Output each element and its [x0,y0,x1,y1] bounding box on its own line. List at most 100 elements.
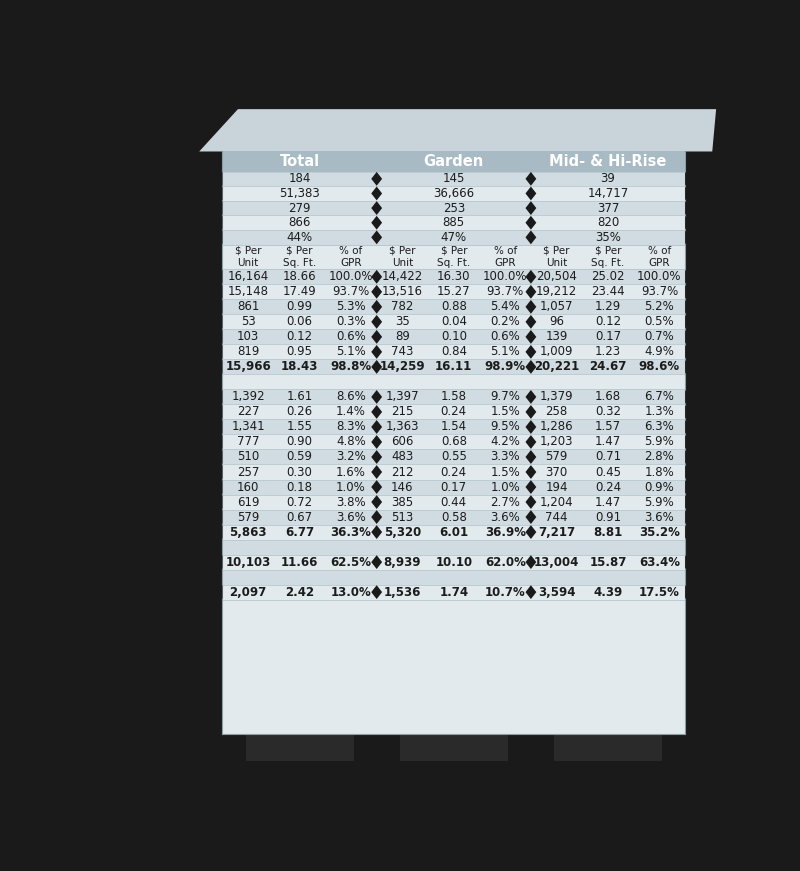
Text: 0.59: 0.59 [286,450,313,463]
Polygon shape [218,345,222,359]
Bar [222,201,685,215]
Polygon shape [371,300,382,314]
Text: 96: 96 [549,315,564,328]
Polygon shape [371,585,382,599]
Text: 93.7%: 93.7% [641,286,678,299]
Text: 782: 782 [391,300,414,314]
Text: 3,594: 3,594 [538,585,575,598]
Polygon shape [526,585,536,599]
Text: 13,004: 13,004 [534,556,579,569]
Text: 0.12: 0.12 [286,330,313,343]
Bar [554,734,662,761]
Text: 0.7%: 0.7% [645,330,674,343]
Text: 1,379: 1,379 [540,390,574,403]
Text: 15,148: 15,148 [228,286,269,299]
Text: 3.6%: 3.6% [336,510,366,523]
Text: 145: 145 [442,172,465,186]
Bar [222,344,685,360]
Polygon shape [218,525,222,539]
Text: % of
GPR: % of GPR [494,246,517,268]
Bar [222,269,685,284]
Text: 4.8%: 4.8% [336,436,366,449]
Text: 0.06: 0.06 [286,315,313,328]
Text: 7,217: 7,217 [538,525,575,538]
Text: $ Per
Unit: $ Per Unit [235,246,262,268]
Bar [222,570,685,584]
Text: 820: 820 [597,216,619,229]
Polygon shape [685,315,690,328]
Text: 0.17: 0.17 [441,481,467,494]
Text: 777: 777 [237,436,259,449]
Bar [222,420,685,435]
Bar [222,389,685,404]
Polygon shape [371,231,382,244]
Polygon shape [371,495,382,509]
Text: 510: 510 [237,450,259,463]
Polygon shape [685,585,690,599]
Polygon shape [371,270,382,284]
Text: 0.71: 0.71 [595,450,621,463]
Text: 3.2%: 3.2% [336,450,366,463]
Text: 0.44: 0.44 [441,496,467,509]
Text: 9.5%: 9.5% [490,421,520,434]
Polygon shape [218,172,222,186]
Text: 6.01: 6.01 [439,525,468,538]
Text: 0.95: 0.95 [286,346,313,358]
Text: 44%: 44% [286,231,313,244]
Text: 2.8%: 2.8% [645,450,674,463]
Text: 3.3%: 3.3% [490,450,520,463]
Polygon shape [371,201,382,215]
Polygon shape [685,186,690,200]
Text: 15,966: 15,966 [226,361,271,374]
Polygon shape [685,435,690,449]
Text: % of
GPR: % of GPR [648,246,671,268]
Text: $ Per
Sq. Ft.: $ Per Sq. Ft. [591,246,625,268]
Text: 0.30: 0.30 [286,465,313,478]
Text: Garden: Garden [424,154,484,169]
Text: 35.2%: 35.2% [639,525,680,538]
Polygon shape [218,315,222,328]
Polygon shape [526,216,536,230]
Text: 0.24: 0.24 [595,481,621,494]
Bar [222,360,685,375]
Text: 35%: 35% [595,231,621,244]
Text: 1,203: 1,203 [540,436,574,449]
Text: 89: 89 [395,330,410,343]
Text: 483: 483 [391,450,414,463]
Text: 1.68: 1.68 [595,390,621,403]
Bar [222,435,685,449]
Polygon shape [685,390,690,404]
Polygon shape [685,300,690,314]
Polygon shape [685,450,690,464]
Bar [222,539,685,555]
Text: 1.5%: 1.5% [490,465,520,478]
Polygon shape [526,555,536,569]
Bar [222,245,685,269]
Polygon shape [371,525,382,539]
Polygon shape [685,172,690,186]
Text: 0.2%: 0.2% [490,315,520,328]
Text: 18.43: 18.43 [281,361,318,374]
Polygon shape [685,231,690,244]
Polygon shape [371,360,382,374]
Bar [222,215,685,230]
Text: 2.7%: 2.7% [490,496,520,509]
Text: 0.88: 0.88 [441,300,466,314]
Text: $ Per
Unit: $ Per Unit [543,246,570,268]
Polygon shape [526,450,536,464]
Bar [400,734,508,761]
Text: 36,666: 36,666 [434,187,474,200]
Polygon shape [526,172,536,186]
Text: 370: 370 [546,465,568,478]
Text: 1.0%: 1.0% [336,481,366,494]
Text: 0.67: 0.67 [286,510,313,523]
Polygon shape [371,186,382,200]
Text: 1,392: 1,392 [231,390,265,403]
Text: 1.61: 1.61 [286,390,313,403]
Text: 606: 606 [391,436,414,449]
Polygon shape [218,480,222,494]
Text: 0.3%: 0.3% [336,315,366,328]
Text: 8.3%: 8.3% [336,421,366,434]
Text: 10,103: 10,103 [226,556,270,569]
Text: 1.74: 1.74 [439,585,468,598]
